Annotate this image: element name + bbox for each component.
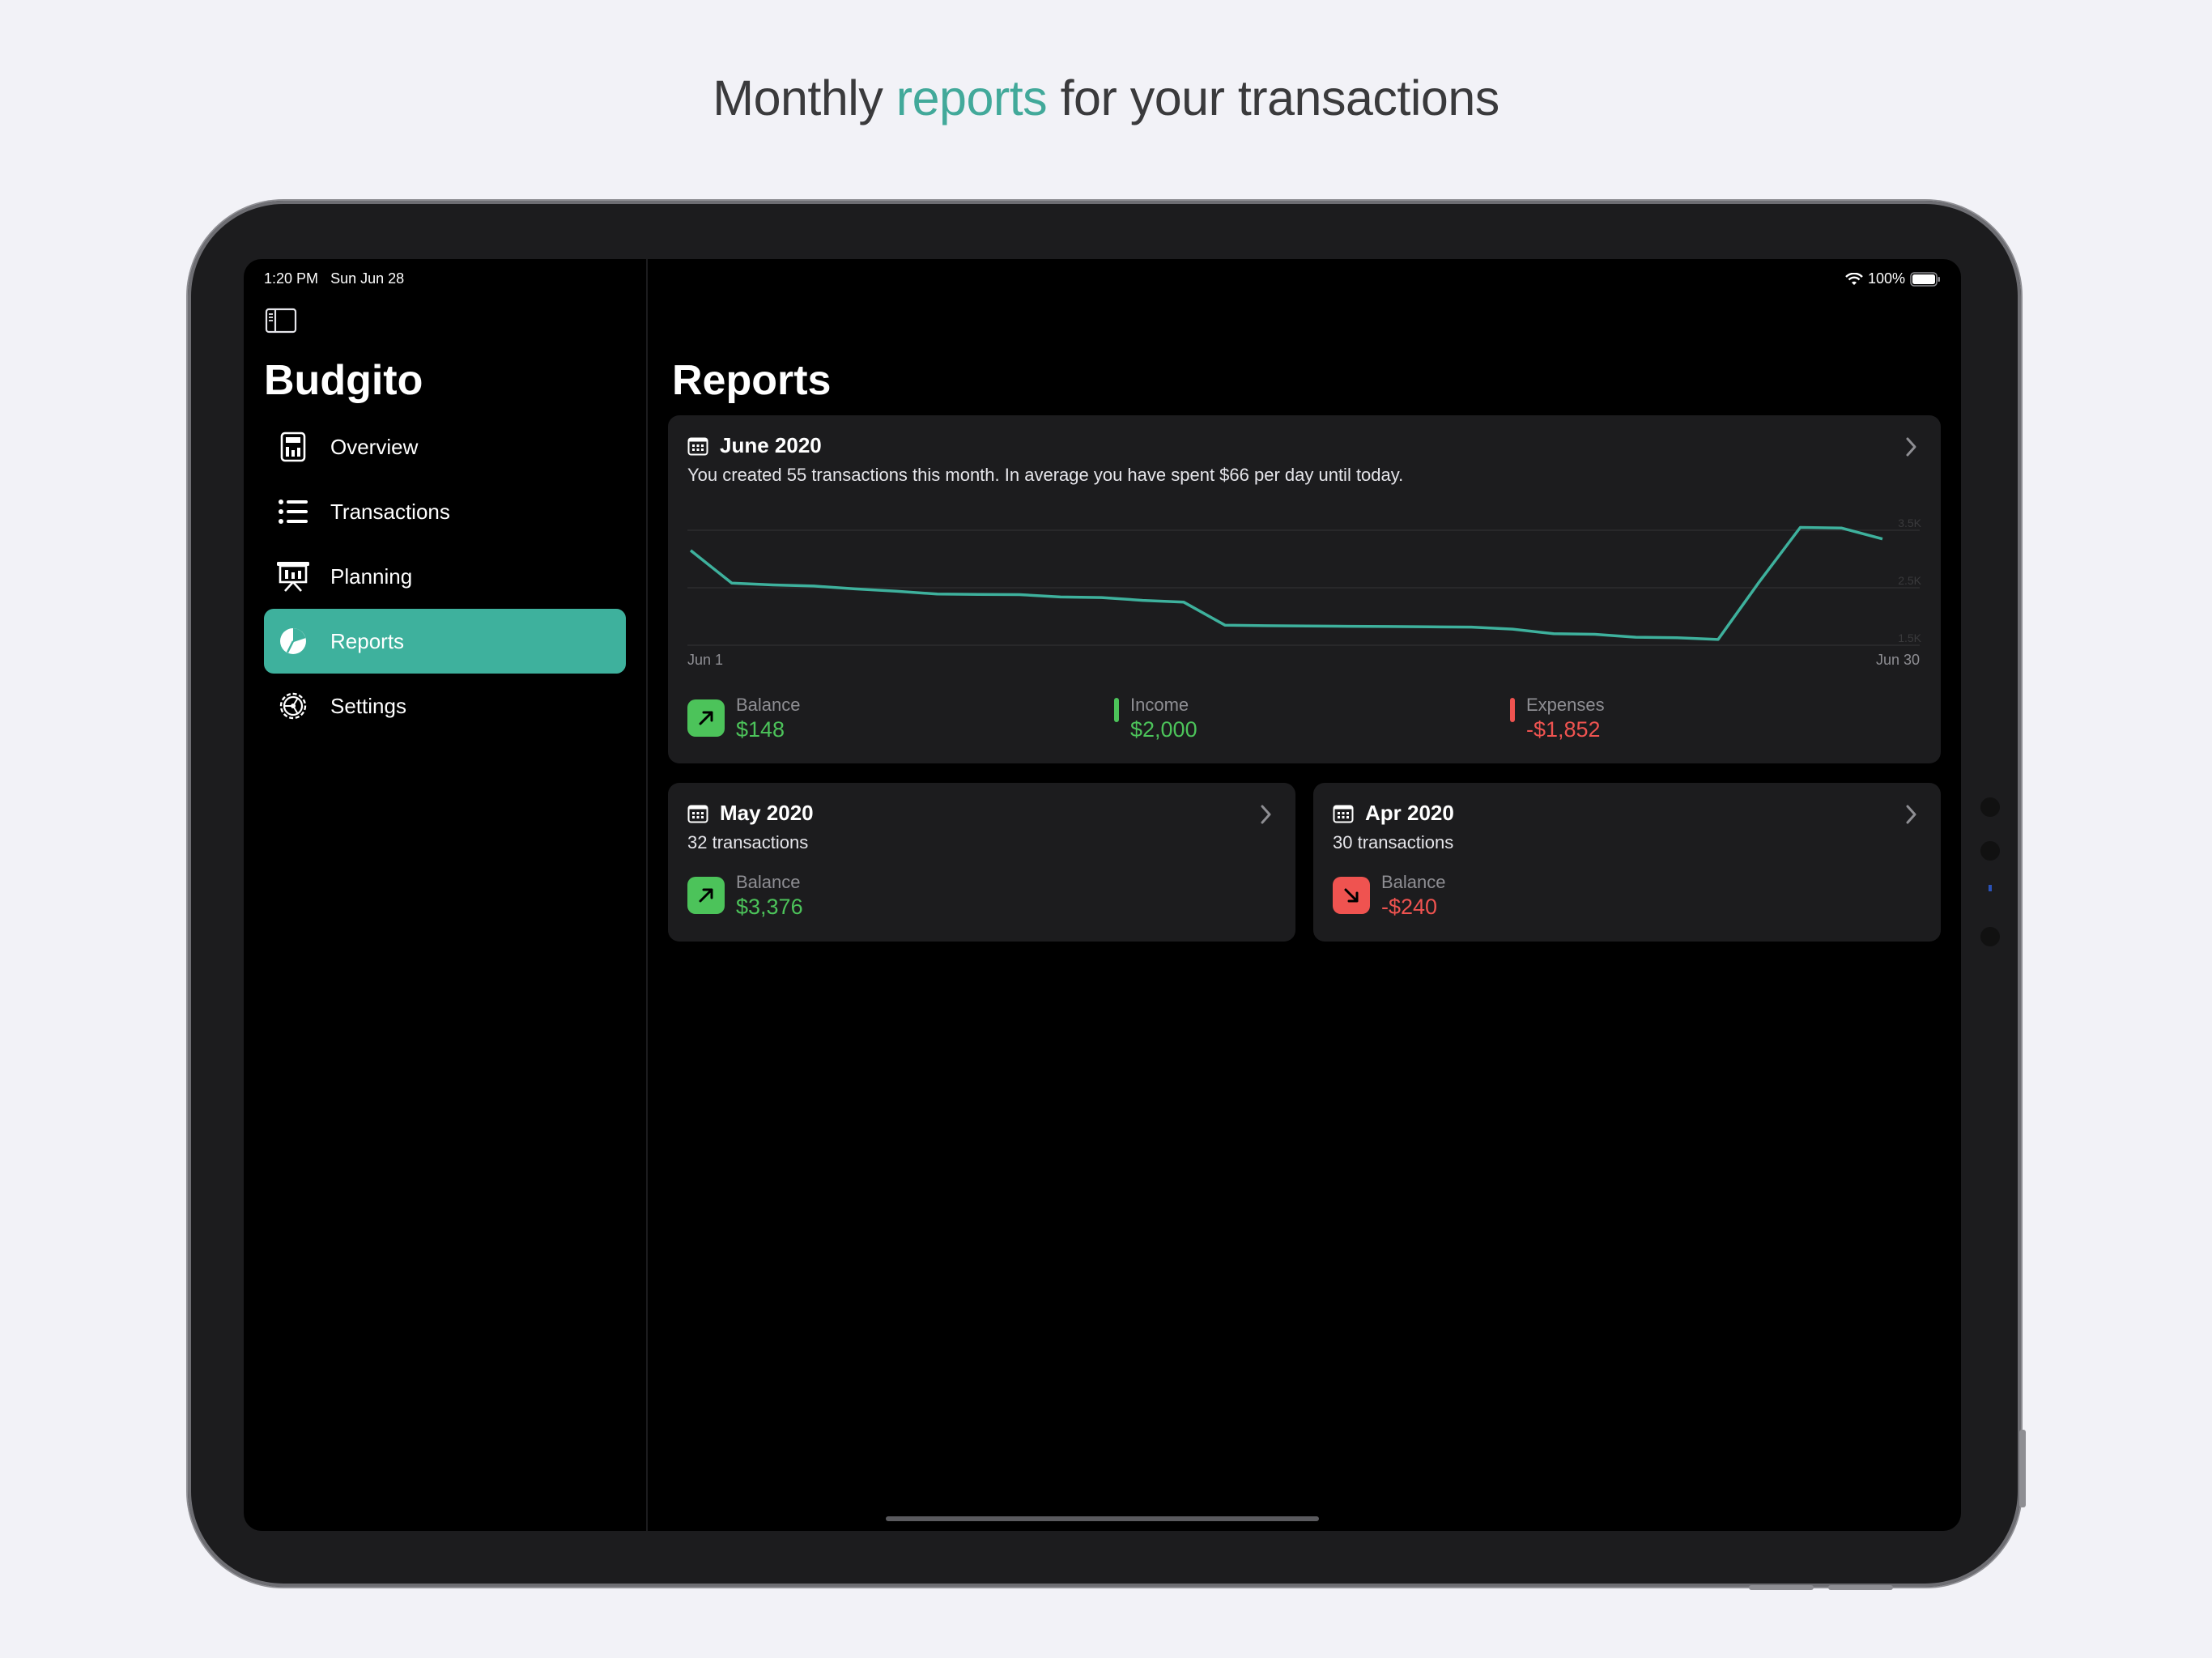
balance-value: $3,376	[736, 895, 803, 919]
main-content: Reports June 2020 You created 55 transac…	[646, 259, 1961, 1531]
calendar-icon	[1333, 805, 1354, 823]
report-month: June 2020	[720, 433, 822, 457]
status-time: 1:20 PM	[264, 270, 319, 287]
arrow-up-right-icon	[699, 888, 713, 903]
expenses-stat: Expenses -$1,852	[1510, 695, 1605, 742]
income-stat: Income $2,000	[1114, 695, 1197, 742]
balance-label: Balance	[1381, 872, 1446, 892]
income-indicator	[1114, 698, 1119, 722]
trend-down-badge	[1333, 877, 1370, 914]
sidebar-item-label: Settings	[330, 693, 406, 718]
report-card-apr[interactable]: Apr 2020 30 transactions Balance -$240	[1313, 783, 1941, 942]
y-tick-label: 3.5K	[1898, 517, 1921, 529]
report-card-header: Apr 2020	[1333, 801, 1454, 826]
headline-after: for your transactions	[1047, 70, 1500, 125]
balance-line	[689, 525, 1883, 641]
balance-value: -$240	[1381, 895, 1438, 919]
sidebar-item-label: Transactions	[330, 499, 450, 524]
report-transactions: 32 transactions	[687, 832, 809, 852]
income-value: $2,000	[1130, 717, 1197, 742]
screen: 1:20 PM Sun Jun 28 100%	[244, 259, 1961, 1531]
report-card-header: May 2020	[687, 801, 814, 826]
calendar-icon	[687, 437, 708, 455]
sidebar-item-reports[interactable]: Reports	[264, 609, 626, 674]
balance-value: $148	[736, 717, 785, 742]
home-indicator[interactable]	[886, 1516, 1319, 1521]
income-label: Income	[1130, 695, 1189, 715]
sidebar-item-label: Reports	[330, 628, 405, 653]
expenses-value: -$1,852	[1526, 717, 1601, 742]
gear-icon	[275, 688, 311, 724]
report-month: Apr 2020	[1365, 801, 1454, 825]
expenses-label: Expenses	[1526, 695, 1605, 715]
headline-before: Monthly	[713, 70, 896, 125]
volume-button	[2019, 1430, 2026, 1507]
sidebar-item-label: Overview	[330, 434, 419, 459]
chevron-right-icon	[1261, 805, 1271, 824]
balance-chart: 3.5K 2.5K 1.5K	[687, 517, 1922, 646]
report-transactions: 30 transactions	[1333, 832, 1454, 852]
app-title: Budgito	[264, 357, 423, 404]
battery-percent: 100%	[1867, 270, 1905, 287]
arrow-down-right-icon	[1344, 888, 1359, 903]
report-card-current[interactable]: June 2020 You created 55 transactions th…	[668, 415, 1941, 763]
chevron-right-icon	[1906, 437, 1916, 457]
battery-icon	[1910, 271, 1940, 287]
report-card-header: June 2020	[687, 433, 1892, 458]
sidebar-item-settings[interactable]: Settings	[264, 674, 626, 738]
sidebar-icon	[265, 308, 297, 334]
sidebar-toggle-button[interactable]	[265, 308, 297, 335]
bottom-button	[1749, 1585, 1814, 1590]
balance-stat: Balance $148	[687, 695, 801, 742]
calendar-icon	[687, 805, 708, 823]
presentation-icon	[275, 559, 311, 594]
trend-up-badge	[687, 699, 725, 737]
balance-label: Balance	[736, 695, 801, 715]
sidebar-item-planning[interactable]: Planning	[264, 544, 626, 609]
report-month: May 2020	[720, 801, 814, 825]
y-tick-label: 2.5K	[1898, 574, 1921, 587]
x-axis-end-label: Jun 30	[1875, 652, 1920, 668]
bottom-button	[1828, 1585, 1893, 1590]
headline-accent: reports	[895, 70, 1048, 125]
sidebar-item-transactions[interactable]: Transactions	[264, 479, 626, 544]
trend-up-badge	[687, 877, 725, 914]
arrow-up-right-icon	[699, 711, 713, 725]
y-tick-label: 1.5K	[1898, 631, 1921, 644]
overview-icon	[275, 429, 311, 465]
wifi-icon	[1845, 272, 1863, 285]
sidebar-item-overview[interactable]: Overview	[264, 414, 626, 479]
page-title: Reports	[672, 357, 832, 404]
balance-label: Balance	[736, 872, 801, 892]
headline: Monthly reports for your transactions	[0, 70, 2212, 126]
balance-stat: Balance $3,376	[687, 872, 803, 920]
expenses-indicator	[1510, 698, 1515, 722]
camera-bar	[1980, 797, 2000, 1000]
status-date: Sun Jun 28	[330, 270, 405, 287]
report-summary: You created 55 transactions this month. …	[687, 465, 1404, 485]
status-bar: 1:20 PM Sun Jun 28 100%	[264, 266, 1941, 290]
balance-stat: Balance -$240	[1333, 872, 1446, 920]
list-icon	[275, 494, 311, 529]
x-axis-start-label: Jun 1	[687, 652, 724, 668]
sidebar: Budgito Overview	[244, 259, 648, 1531]
sidebar-item-label: Planning	[330, 563, 413, 589]
pie-chart-icon	[275, 623, 311, 659]
report-card-may[interactable]: May 2020 32 transactions Balance $3,376	[668, 783, 1295, 942]
chevron-right-icon	[1906, 805, 1916, 824]
status-time-date: 1:20 PM Sun Jun 28	[264, 270, 404, 287]
status-right: 100%	[1845, 270, 1941, 287]
sidebar-nav: Overview Transactions	[264, 414, 626, 738]
